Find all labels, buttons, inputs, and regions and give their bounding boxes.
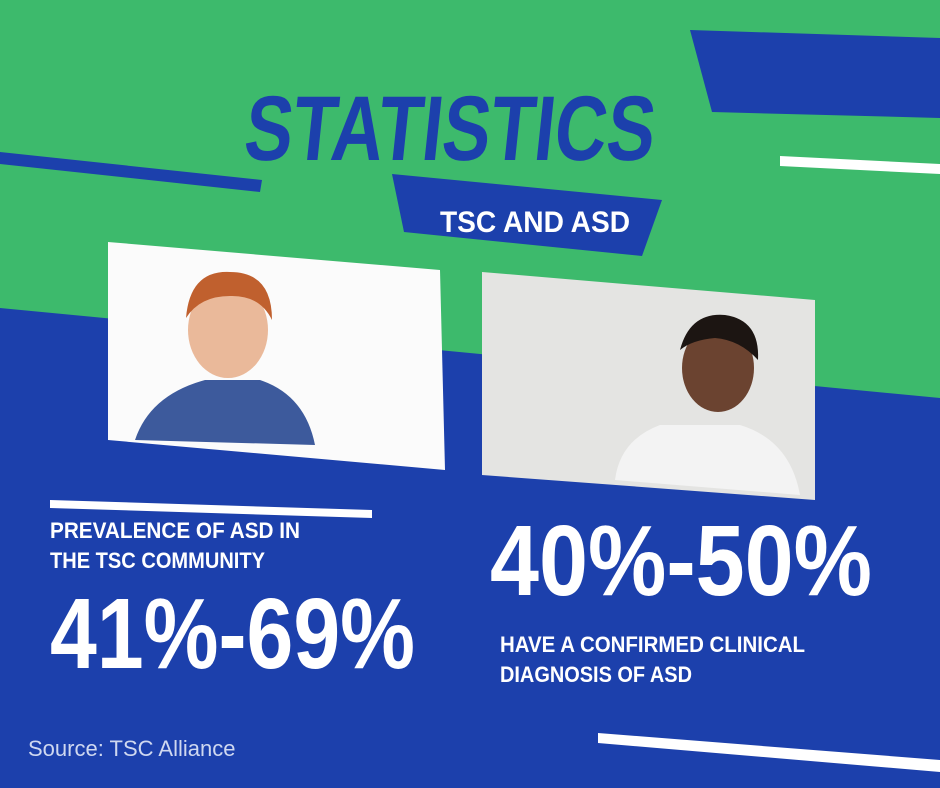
subtitle-banner bbox=[392, 174, 662, 256]
white-stripe bbox=[598, 733, 940, 772]
photo-left bbox=[108, 242, 445, 470]
stat-value: 40%-50% bbox=[490, 505, 872, 617]
stat-label: THE TSC COMMUNITY bbox=[50, 548, 265, 573]
white-stripe bbox=[50, 500, 372, 518]
stat-label: HAVE A CONFIRMED CLINICAL bbox=[500, 632, 805, 657]
white-stripe bbox=[780, 156, 940, 174]
stat-label: DIAGNOSIS OF ASD bbox=[500, 662, 692, 687]
blue-stripe bbox=[0, 152, 262, 192]
title: STATISTICS bbox=[240, 76, 661, 180]
stat-label: PREVALENCE OF ASD IN bbox=[50, 518, 300, 543]
subtitle: TSC AND ASD bbox=[440, 206, 630, 239]
blue-shape bbox=[690, 30, 940, 118]
source: Source: TSC Alliance bbox=[28, 736, 235, 761]
photo-right bbox=[482, 272, 815, 500]
stat-value: 41%-69% bbox=[50, 578, 415, 690]
